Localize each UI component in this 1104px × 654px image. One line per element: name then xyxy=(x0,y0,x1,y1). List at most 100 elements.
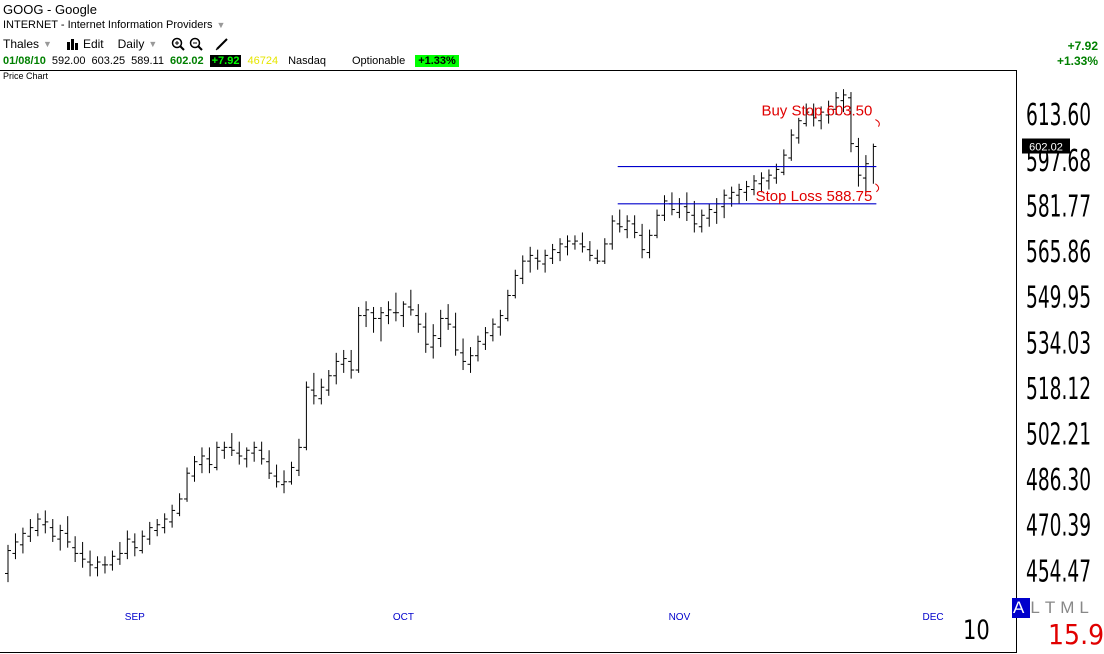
zoom-out-button[interactable] xyxy=(189,37,203,51)
ohlc-bar xyxy=(467,347,474,373)
ohlc-bar xyxy=(5,544,11,583)
quote-change: +7.92 xyxy=(209,54,242,67)
ohlc-bar xyxy=(557,238,564,262)
ohlc-bar xyxy=(251,441,258,462)
ohlc-bar xyxy=(303,381,310,451)
symbol-title: GOOG - Google xyxy=(3,2,97,17)
ohlc-bar xyxy=(840,89,847,113)
summary-pct-value: +1.33% xyxy=(1056,54,1098,68)
y-tick-label: 549.95 xyxy=(1026,280,1091,315)
summary-change: +7.92 +1.33% xyxy=(1057,39,1098,69)
quote-optionable: Optionable xyxy=(351,54,406,67)
ohlc-bar xyxy=(191,455,198,482)
ohlc-bar xyxy=(184,467,191,502)
toolbar: Thales ▼ Edit Daily ▼ xyxy=(3,36,243,52)
ohlc-bar xyxy=(758,172,765,193)
last-price-label: 602.02 xyxy=(1029,142,1063,154)
draw-button[interactable] xyxy=(215,37,229,51)
almt-indicator[interactable]: A L T M L xyxy=(1012,598,1094,618)
y-tick-label: 470.39 xyxy=(1026,508,1091,543)
ohlc-bar xyxy=(512,269,519,299)
ohlc-bar xyxy=(698,209,705,233)
ohlc-bar xyxy=(579,232,586,253)
ohlc-bar xyxy=(751,175,757,196)
y-tick-label: 581.77 xyxy=(1026,189,1091,224)
ohlc-bar xyxy=(333,352,340,385)
almt-letter-m[interactable]: M xyxy=(1060,598,1080,617)
ohlc-bar xyxy=(452,312,459,356)
quote-last: 602.02 xyxy=(169,54,204,67)
edit-label: Edit xyxy=(82,37,104,51)
ohlc-bar xyxy=(295,438,302,477)
bottom-left-number: 10 xyxy=(963,615,990,646)
ohlc-bar xyxy=(169,504,176,528)
ohlc-bar xyxy=(370,306,377,333)
quote-high: 603.25 xyxy=(91,54,126,67)
zoom-in-button[interactable] xyxy=(171,37,185,51)
almt-letter-t[interactable]: T xyxy=(1044,598,1061,617)
ohlc-bar xyxy=(415,304,422,333)
edit-button[interactable]: Edit xyxy=(66,37,104,51)
buy-stop-bracket xyxy=(875,119,880,127)
ohlc-bar xyxy=(64,516,71,548)
period-dropdown[interactable]: Daily ▼ xyxy=(118,37,158,51)
x-month-label: OCT xyxy=(393,612,414,623)
ohlc-bar xyxy=(527,246,534,273)
almt-letter-l2[interactable]: L xyxy=(1079,598,1094,617)
ohlc-bar xyxy=(542,249,549,273)
ohlc-bar xyxy=(833,92,840,115)
y-tick-label: 565.86 xyxy=(1026,234,1091,269)
stop-loss-annotation: Stop Loss 588.75 xyxy=(756,188,873,205)
industry-label: INTERNET - Internet Information Provider… xyxy=(3,19,213,31)
y-tick-label: 534.03 xyxy=(1026,326,1091,361)
ohlc-bar xyxy=(482,327,489,350)
ohlc-bar xyxy=(564,235,571,256)
pencil-icon xyxy=(215,38,228,51)
ohlc-bar xyxy=(676,198,683,219)
period-label: Daily xyxy=(117,37,145,51)
ohlc-bar xyxy=(49,519,56,542)
ohlc-bar xyxy=(79,541,86,568)
ohlc-bar xyxy=(213,441,220,471)
quote-bar: 01/08/10 592.00 603.25 589.11 602.02 +7.… xyxy=(3,53,465,68)
almt-letter-a[interactable]: A xyxy=(1012,598,1031,618)
ohlc-bar xyxy=(340,349,347,373)
ohlc-bar xyxy=(57,524,64,551)
ohlc-bar xyxy=(422,312,429,353)
ohlc-bar xyxy=(198,447,205,474)
ohlc-bar xyxy=(549,243,556,264)
ohlc-bar xyxy=(206,447,213,474)
ohlc-bar xyxy=(116,541,123,565)
ohlc-bar xyxy=(788,129,795,161)
ohlc-bar xyxy=(355,306,362,373)
chevron-down-icon[interactable]: ▼ xyxy=(216,20,226,30)
ohlc-bar xyxy=(101,556,108,574)
ohlc-bar xyxy=(94,556,101,577)
industry-title[interactable]: INTERNET - Internet Information Provider… xyxy=(3,19,225,31)
stop-loss-bracket xyxy=(875,183,880,193)
chart-panel[interactable] xyxy=(0,70,1017,653)
ohlc-bar xyxy=(19,527,26,554)
ohlc-bar xyxy=(706,203,713,227)
x-month-label: NOV xyxy=(669,612,691,623)
ohlc-bar xyxy=(504,289,511,322)
ohlc-bar xyxy=(683,192,690,222)
thales-dropdown[interactable]: Thales ▼ xyxy=(3,37,52,51)
ohlc-bar xyxy=(146,521,153,545)
ohlc-bar xyxy=(624,215,631,239)
ohlc-bar xyxy=(34,513,41,537)
ohlc-bar xyxy=(825,100,832,124)
summary-change-value: +7.92 xyxy=(1067,39,1098,53)
bottom-right-number: 15.9 xyxy=(1048,618,1104,651)
chevron-down-icon: ▼ xyxy=(148,39,158,49)
quote-low: 589.11 xyxy=(131,54,164,67)
ohlc-bar xyxy=(616,209,623,233)
ohlc-bar xyxy=(601,238,608,264)
zoom-in-icon xyxy=(171,37,185,51)
almt-letter-l[interactable]: L xyxy=(1030,598,1045,617)
ohlc-bar xyxy=(236,441,243,465)
ohlc-bar xyxy=(221,441,228,459)
ohlc-bar xyxy=(430,324,437,359)
